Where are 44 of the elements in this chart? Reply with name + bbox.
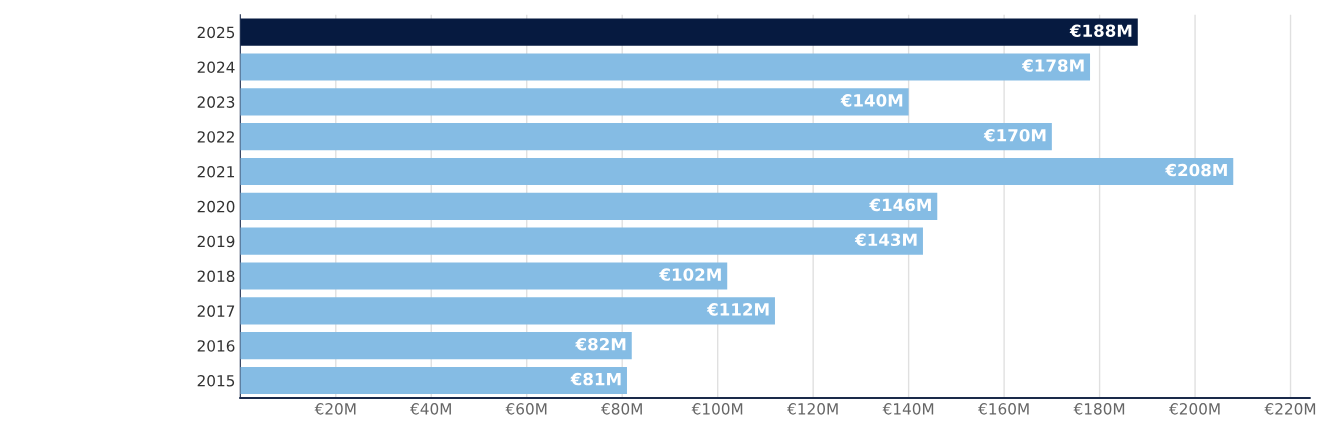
y-tick-label: 2021 <box>197 165 235 178</box>
data-label: €188M <box>1069 24 1132 38</box>
bar <box>240 157 1234 186</box>
y-tick-label: 2016 <box>197 340 235 352</box>
x-tick-label: €60M <box>505 403 547 415</box>
bar <box>240 332 632 360</box>
data-label: €140M <box>840 94 903 107</box>
y-tick-label: 2024 <box>197 61 235 74</box>
data-label: €208M <box>1165 163 1227 177</box>
data-label: €112M <box>706 303 769 316</box>
data-label: €81M <box>570 372 621 386</box>
x-tick-label: €100M <box>691 403 743 415</box>
y-tick-label: 2018 <box>197 270 235 283</box>
x-tick-label: €200M <box>1169 403 1220 415</box>
x-tick-label: €20M <box>314 403 356 415</box>
x-tick-label: €120M <box>787 403 838 415</box>
data-label: €82M <box>575 337 626 351</box>
x-tick-label: €220M <box>1264 403 1316 415</box>
x-tick-label: €140M <box>882 403 934 415</box>
y-tick-label: 2023 <box>197 96 235 108</box>
bar <box>240 192 938 220</box>
x-tick-label: €180M <box>1073 403 1125 415</box>
bar <box>240 227 923 255</box>
y-tick-label: 2025 <box>197 26 235 39</box>
y-tick-label: 2017 <box>197 305 235 317</box>
y-tick-label: 2015 <box>197 374 235 387</box>
y-tick-label: 2019 <box>197 235 235 248</box>
x-tick-label: €40M <box>410 403 451 415</box>
data-label: €102M <box>659 268 721 281</box>
data-label: €178M <box>1021 59 1084 72</box>
bar <box>240 262 728 290</box>
bar <box>240 366 627 395</box>
y-tick-label: 2022 <box>197 131 234 143</box>
x-tick-label: €80M <box>601 403 642 415</box>
bar <box>240 88 909 116</box>
data-label: €143M <box>854 233 917 247</box>
bar <box>240 297 775 325</box>
x-tick-label: €160M <box>978 403 1029 415</box>
bar <box>240 53 1091 81</box>
bar <box>240 123 1052 151</box>
y-tick-label: 2020 <box>197 200 235 213</box>
bar <box>240 18 1138 46</box>
data-label: €170M <box>983 128 1046 142</box>
data-label: €146M <box>869 198 931 212</box>
